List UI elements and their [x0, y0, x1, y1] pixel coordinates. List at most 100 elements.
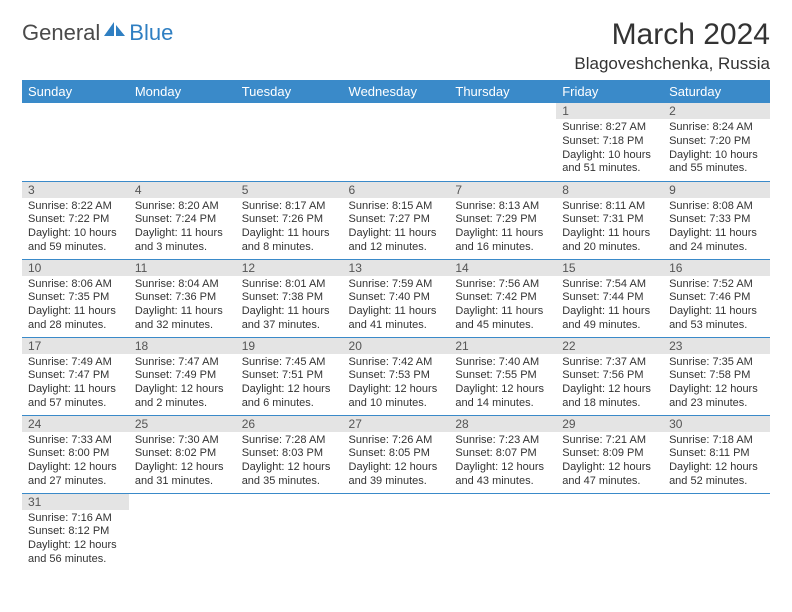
- calendar-cell: 25Sunrise: 7:30 AMSunset: 8:02 PMDayligh…: [129, 415, 236, 493]
- weekday-header: Tuesday: [236, 80, 343, 103]
- calendar-row: 24Sunrise: 7:33 AMSunset: 8:00 PMDayligh…: [22, 415, 770, 493]
- calendar-cell: [343, 103, 450, 181]
- day-number: 15: [556, 260, 663, 276]
- weekday-header: Thursday: [449, 80, 556, 103]
- page-title: March 2024: [574, 18, 770, 52]
- day-details: Sunrise: 7:42 AMSunset: 7:53 PMDaylight:…: [343, 354, 450, 414]
- calendar-cell: 12Sunrise: 8:01 AMSunset: 7:38 PMDayligh…: [236, 259, 343, 337]
- day-number: 3: [22, 182, 129, 198]
- day-number: 9: [663, 182, 770, 198]
- day-number: 31: [22, 494, 129, 510]
- logo-text-general: General: [22, 20, 100, 46]
- day-number: 25: [129, 416, 236, 432]
- calendar-cell: 14Sunrise: 7:56 AMSunset: 7:42 PMDayligh…: [449, 259, 556, 337]
- calendar-cell: 11Sunrise: 8:04 AMSunset: 7:36 PMDayligh…: [129, 259, 236, 337]
- day-details: Sunrise: 7:28 AMSunset: 8:03 PMDaylight:…: [236, 432, 343, 492]
- day-number: 12: [236, 260, 343, 276]
- calendar-cell: 30Sunrise: 7:18 AMSunset: 8:11 PMDayligh…: [663, 415, 770, 493]
- day-details: Sunrise: 8:22 AMSunset: 7:22 PMDaylight:…: [22, 198, 129, 258]
- calendar-cell: 10Sunrise: 8:06 AMSunset: 7:35 PMDayligh…: [22, 259, 129, 337]
- calendar-cell: [663, 493, 770, 571]
- day-details: Sunrise: 7:30 AMSunset: 8:02 PMDaylight:…: [129, 432, 236, 492]
- calendar-cell: 1Sunrise: 8:27 AMSunset: 7:18 PMDaylight…: [556, 103, 663, 181]
- calendar-cell: [236, 103, 343, 181]
- day-number: 29: [556, 416, 663, 432]
- day-details: Sunrise: 7:21 AMSunset: 8:09 PMDaylight:…: [556, 432, 663, 492]
- calendar-cell: 9Sunrise: 8:08 AMSunset: 7:33 PMDaylight…: [663, 181, 770, 259]
- day-details: Sunrise: 8:13 AMSunset: 7:29 PMDaylight:…: [449, 198, 556, 258]
- calendar-body: 1Sunrise: 8:27 AMSunset: 7:18 PMDaylight…: [22, 103, 770, 571]
- calendar-cell: 22Sunrise: 7:37 AMSunset: 7:56 PMDayligh…: [556, 337, 663, 415]
- calendar-cell: 21Sunrise: 7:40 AMSunset: 7:55 PMDayligh…: [449, 337, 556, 415]
- sail-icon: [103, 21, 127, 39]
- day-number: 10: [22, 260, 129, 276]
- day-details: Sunrise: 8:01 AMSunset: 7:38 PMDaylight:…: [236, 276, 343, 336]
- day-details: Sunrise: 7:40 AMSunset: 7:55 PMDaylight:…: [449, 354, 556, 414]
- day-details: Sunrise: 7:16 AMSunset: 8:12 PMDaylight:…: [22, 510, 129, 570]
- day-details: Sunrise: 8:24 AMSunset: 7:20 PMDaylight:…: [663, 119, 770, 179]
- calendar-cell: [449, 493, 556, 571]
- calendar-cell: 13Sunrise: 7:59 AMSunset: 7:40 PMDayligh…: [343, 259, 450, 337]
- calendar-cell: 4Sunrise: 8:20 AMSunset: 7:24 PMDaylight…: [129, 181, 236, 259]
- day-details: Sunrise: 7:23 AMSunset: 8:07 PMDaylight:…: [449, 432, 556, 492]
- day-details: Sunrise: 7:35 AMSunset: 7:58 PMDaylight:…: [663, 354, 770, 414]
- calendar-cell: 16Sunrise: 7:52 AMSunset: 7:46 PMDayligh…: [663, 259, 770, 337]
- day-details: Sunrise: 8:27 AMSunset: 7:18 PMDaylight:…: [556, 119, 663, 179]
- day-details: Sunrise: 7:45 AMSunset: 7:51 PMDaylight:…: [236, 354, 343, 414]
- calendar-row: 17Sunrise: 7:49 AMSunset: 7:47 PMDayligh…: [22, 337, 770, 415]
- day-number: 27: [343, 416, 450, 432]
- calendar-row: 10Sunrise: 8:06 AMSunset: 7:35 PMDayligh…: [22, 259, 770, 337]
- day-number: 19: [236, 338, 343, 354]
- calendar-cell: 17Sunrise: 7:49 AMSunset: 7:47 PMDayligh…: [22, 337, 129, 415]
- weekday-header: Wednesday: [343, 80, 450, 103]
- day-number: 22: [556, 338, 663, 354]
- day-number: 20: [343, 338, 450, 354]
- day-details: Sunrise: 7:26 AMSunset: 8:05 PMDaylight:…: [343, 432, 450, 492]
- title-block: March 2024 Blagoveshchenka, Russia: [574, 18, 770, 74]
- day-details: Sunrise: 7:54 AMSunset: 7:44 PMDaylight:…: [556, 276, 663, 336]
- calendar-cell: 3Sunrise: 8:22 AMSunset: 7:22 PMDaylight…: [22, 181, 129, 259]
- calendar-cell: [236, 493, 343, 571]
- day-number: 7: [449, 182, 556, 198]
- day-details: Sunrise: 7:33 AMSunset: 8:00 PMDaylight:…: [22, 432, 129, 492]
- calendar-cell: [449, 103, 556, 181]
- calendar-cell: [343, 493, 450, 571]
- day-number: 1: [556, 103, 663, 119]
- calendar-cell: 18Sunrise: 7:47 AMSunset: 7:49 PMDayligh…: [129, 337, 236, 415]
- calendar-cell: 6Sunrise: 8:15 AMSunset: 7:27 PMDaylight…: [343, 181, 450, 259]
- weekday-header: Sunday: [22, 80, 129, 103]
- day-details: Sunrise: 7:18 AMSunset: 8:11 PMDaylight:…: [663, 432, 770, 492]
- day-number: 17: [22, 338, 129, 354]
- day-number: 28: [449, 416, 556, 432]
- calendar-row: 3Sunrise: 8:22 AMSunset: 7:22 PMDaylight…: [22, 181, 770, 259]
- calendar-table: SundayMondayTuesdayWednesdayThursdayFrid…: [22, 80, 770, 571]
- day-details: Sunrise: 8:11 AMSunset: 7:31 PMDaylight:…: [556, 198, 663, 258]
- calendar-cell: 19Sunrise: 7:45 AMSunset: 7:51 PMDayligh…: [236, 337, 343, 415]
- calendar-row: 1Sunrise: 8:27 AMSunset: 7:18 PMDaylight…: [22, 103, 770, 181]
- day-details: Sunrise: 7:59 AMSunset: 7:40 PMDaylight:…: [343, 276, 450, 336]
- day-number: 18: [129, 338, 236, 354]
- calendar-cell: 7Sunrise: 8:13 AMSunset: 7:29 PMDaylight…: [449, 181, 556, 259]
- calendar-cell: 28Sunrise: 7:23 AMSunset: 8:07 PMDayligh…: [449, 415, 556, 493]
- calendar-cell: 26Sunrise: 7:28 AMSunset: 8:03 PMDayligh…: [236, 415, 343, 493]
- calendar-cell: 31Sunrise: 7:16 AMSunset: 8:12 PMDayligh…: [22, 493, 129, 571]
- calendar-cell: [129, 103, 236, 181]
- calendar-cell: 5Sunrise: 8:17 AMSunset: 7:26 PMDaylight…: [236, 181, 343, 259]
- day-number: 23: [663, 338, 770, 354]
- day-number: 24: [22, 416, 129, 432]
- day-number: 13: [343, 260, 450, 276]
- logo: General Blue: [22, 20, 173, 46]
- location-label: Blagoveshchenka, Russia: [574, 54, 770, 74]
- day-details: Sunrise: 8:08 AMSunset: 7:33 PMDaylight:…: [663, 198, 770, 258]
- day-number: 26: [236, 416, 343, 432]
- day-number: 11: [129, 260, 236, 276]
- calendar-cell: [129, 493, 236, 571]
- day-details: Sunrise: 8:20 AMSunset: 7:24 PMDaylight:…: [129, 198, 236, 258]
- day-details: Sunrise: 7:47 AMSunset: 7:49 PMDaylight:…: [129, 354, 236, 414]
- day-details: Sunrise: 8:15 AMSunset: 7:27 PMDaylight:…: [343, 198, 450, 258]
- day-number: 14: [449, 260, 556, 276]
- calendar-cell: [556, 493, 663, 571]
- day-number: 4: [129, 182, 236, 198]
- logo-text-blue: Blue: [129, 20, 173, 46]
- weekday-header: Monday: [129, 80, 236, 103]
